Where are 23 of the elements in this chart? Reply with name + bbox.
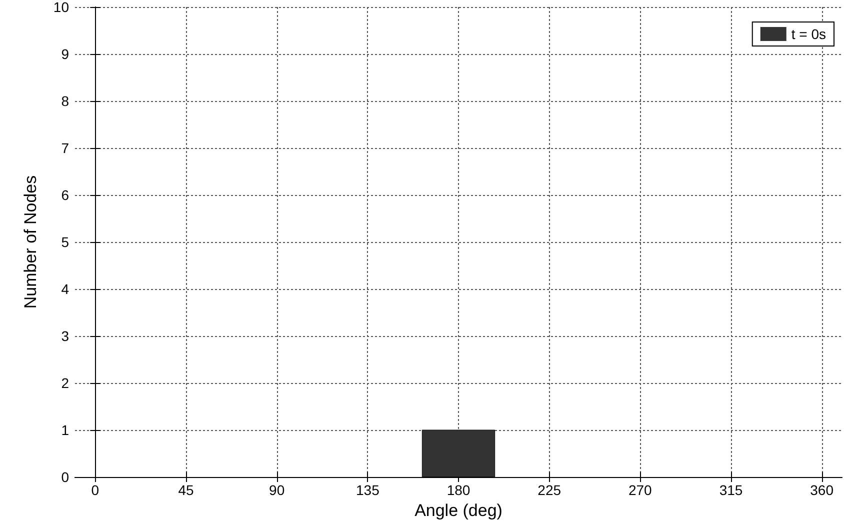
y-tick-label: 8 xyxy=(61,93,70,109)
x-tick-label: 90 xyxy=(269,482,285,498)
y-tick-label: 2 xyxy=(61,375,70,391)
x-tick-label: 315 xyxy=(719,482,743,498)
x-tick-label: 360 xyxy=(810,482,834,498)
y-tick-label: 10 xyxy=(53,0,70,15)
y-tick-label: 6 xyxy=(61,187,70,203)
x-axis-title: Angle (deg) xyxy=(414,500,502,520)
x-tick-label: 270 xyxy=(628,482,652,498)
y-tick-label: 4 xyxy=(61,281,70,297)
x-tick-label: 225 xyxy=(538,482,562,498)
x-tick-label: 180 xyxy=(446,482,470,498)
y-tick-label: 7 xyxy=(61,140,70,156)
y-tick-label: 0 xyxy=(61,469,70,485)
legend-label: t = 0s xyxy=(791,26,826,42)
y-tick-label: 9 xyxy=(61,46,70,62)
x-tick-label: 45 xyxy=(178,482,194,498)
y-axis-title: Number of Nodes xyxy=(21,175,40,309)
y-tick-label: 3 xyxy=(61,328,70,344)
x-tick-label: 135 xyxy=(356,482,380,498)
x-tick-label: 0 xyxy=(91,482,100,498)
y-tick-label: 5 xyxy=(61,234,70,250)
y-tick-label: 1 xyxy=(61,422,70,438)
